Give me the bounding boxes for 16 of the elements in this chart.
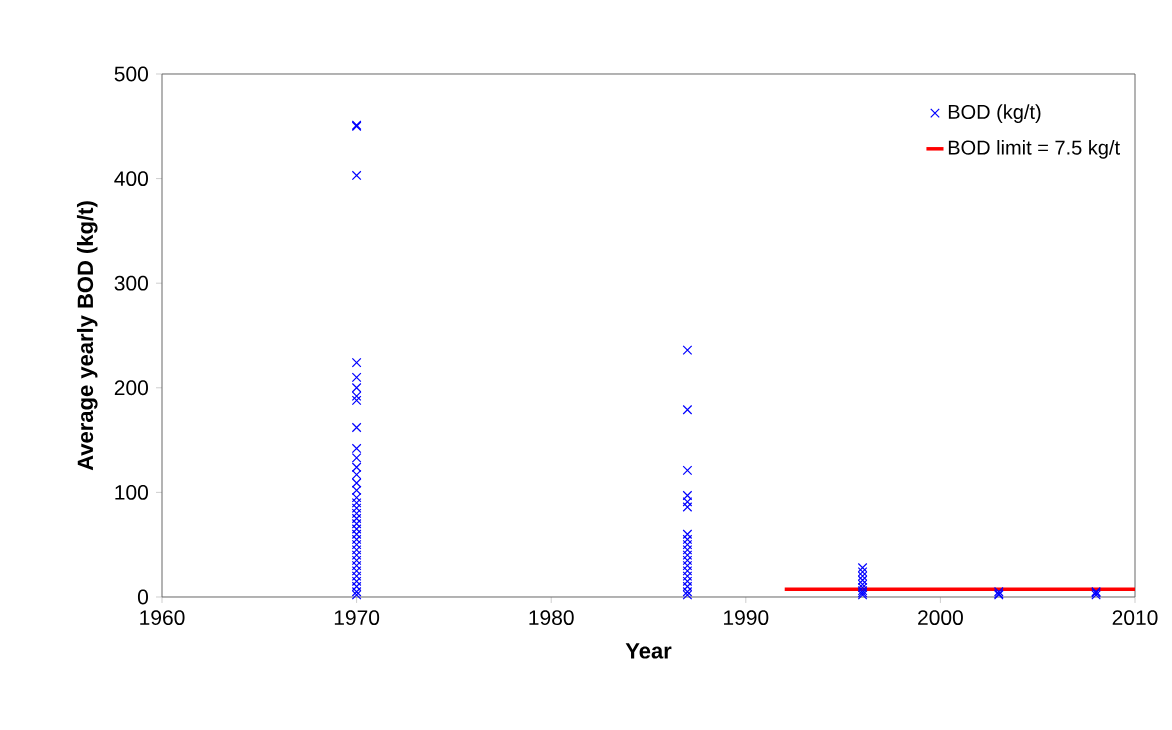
x-tick-label: 1990: [724, 610, 769, 626]
y-tick-label: 400: [114, 171, 148, 187]
y-tick-label: 200: [114, 380, 148, 396]
legend-label: BOD limit = 7.5 kg/t: [948, 139, 1120, 159]
x-tick-label: 1970: [334, 610, 380, 626]
y-tick-label: 0: [137, 589, 148, 605]
y-tick-label: 500: [114, 66, 148, 82]
x-tick-label: 1980: [529, 610, 574, 626]
x-tick-label: 2000: [918, 610, 963, 626]
x-tick-label: 2010: [1112, 610, 1158, 626]
y-axis-title: Average yearly BOD (kg/t): [76, 201, 98, 471]
x-tick-label: 1960: [140, 610, 185, 626]
y-tick-label: 300: [114, 275, 148, 291]
legend-label: BOD (kg/t): [948, 104, 1041, 123]
y-tick-label: 100: [115, 484, 148, 500]
x-axis-title: Year: [625, 643, 672, 659]
